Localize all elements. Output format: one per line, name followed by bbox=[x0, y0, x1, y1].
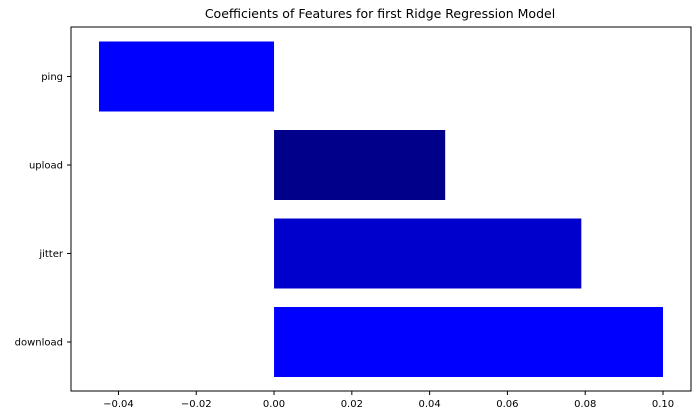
y-tick-label-download: download bbox=[15, 338, 63, 349]
y-tick-label-ping: ping bbox=[41, 72, 63, 83]
y-axis-ticks: download jitter upload ping bbox=[15, 72, 71, 349]
bar-ping bbox=[99, 41, 275, 112]
x-tick-label: 0.08 bbox=[574, 399, 596, 410]
x-tick-label: 0.00 bbox=[263, 399, 285, 410]
y-tick-label-upload: upload bbox=[29, 161, 63, 172]
x-tick-label: 0.04 bbox=[418, 399, 440, 410]
x-tick-label: −0.04 bbox=[103, 399, 134, 410]
chart-title: Coefficients of Features for first Ridge… bbox=[205, 6, 555, 21]
plot-frame bbox=[70, 26, 692, 392]
x-tick-label: 0.10 bbox=[652, 399, 674, 410]
bar-upload bbox=[274, 130, 446, 200]
bars-group bbox=[99, 41, 663, 377]
x-tick-label: −0.02 bbox=[181, 399, 212, 410]
bar-download bbox=[274, 307, 663, 377]
x-tick-label: 0.06 bbox=[496, 399, 518, 410]
x-tick-label: 0.02 bbox=[341, 399, 363, 410]
bar-jitter bbox=[274, 218, 582, 289]
y-tick-label-jitter: jitter bbox=[38, 249, 64, 260]
x-axis-ticks: −0.04 −0.02 0.00 0.02 0.04 0.06 0.08 0.10 bbox=[103, 391, 674, 410]
